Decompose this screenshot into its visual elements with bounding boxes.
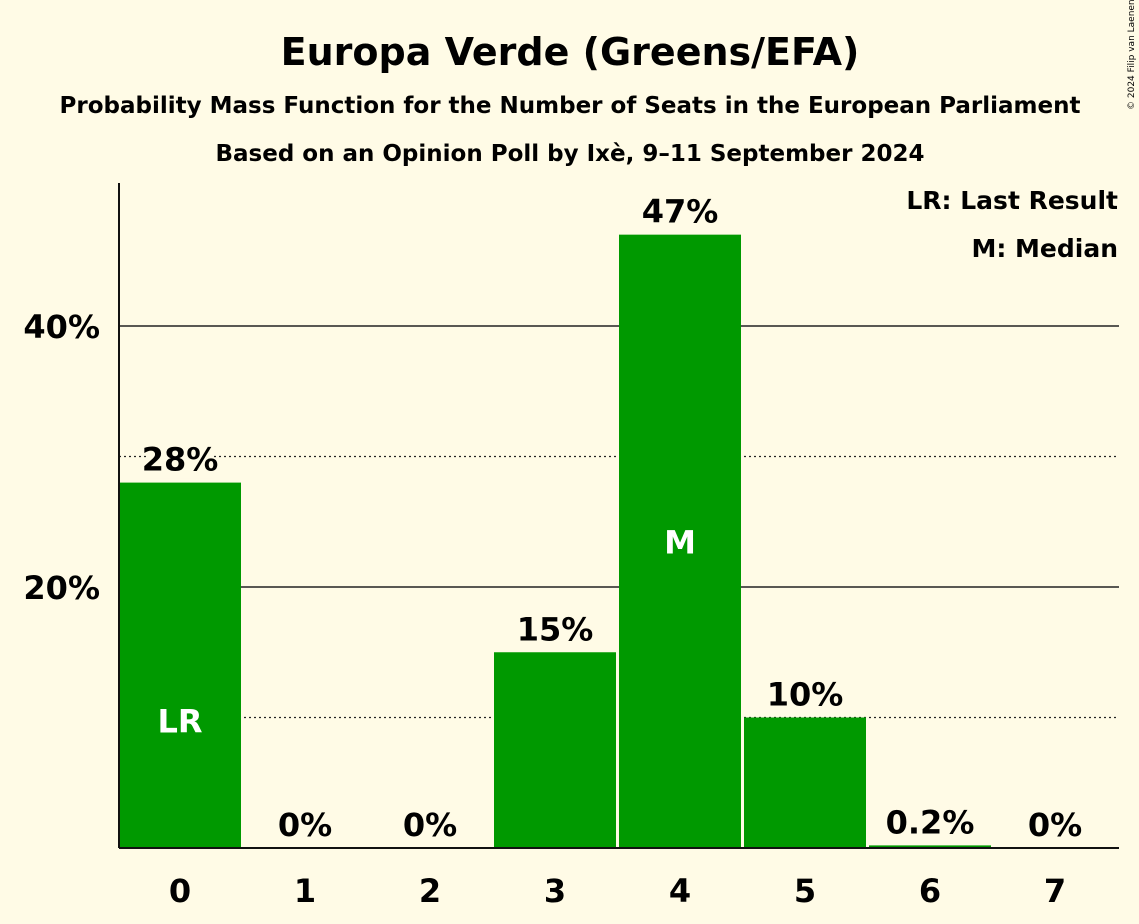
legend-entry: LR: Last Result [906,186,1118,215]
x-tick-label-0: 0 [169,872,191,910]
axes: 20% 40% 0 1 2 3 4 5 6 7 [23,183,1119,910]
value-label-bg [146,440,214,479]
legend-entry: M: Median [971,234,1118,263]
x-tick-label-2: 2 [419,872,441,910]
value-label-bg [406,806,454,844]
value-label-4: 47% [642,193,719,231]
value-label-3: 15% [517,610,594,648]
value-label-1: 0% [278,806,332,844]
bar-marker-m: M [664,523,696,561]
chart-subtitle: Probability Mass Function for the Number… [60,93,1081,119]
bar-0 [119,482,241,848]
value-label-2: 0% [403,806,457,844]
y-tick-label: 40% [23,308,100,346]
bars: LR M [119,234,991,848]
value-label-bg [646,192,714,231]
x-tick-label-1: 1 [294,872,316,910]
x-tick-label-5: 5 [794,872,816,910]
copyright-text: © 2024 Filip van Laenen [1127,0,1137,110]
chart-subtitle-2: Based on an Opinion Poll by Ixè, 9–11 Se… [215,141,924,167]
legend: LR: Last Result M: Median [906,186,1118,263]
bar-3 [494,652,616,848]
x-tick-label-4: 4 [669,872,691,910]
chart-title: Europa Verde (Greens/EFA) [281,30,860,74]
value-label-bg [886,803,974,842]
y-tick-label: 20% [23,569,100,607]
value-label-6: 0.2% [886,803,975,841]
bar-marker-lr: LR [157,702,202,740]
bar-4 [619,234,741,848]
x-tick-label-3: 3 [544,872,566,910]
bar-6 [869,845,991,848]
x-tick-label-7: 7 [1044,872,1066,910]
value-label-5: 10% [767,676,844,714]
value-label-bg [771,675,839,714]
value-label-0: 28% [142,441,219,479]
value-label-bg [1031,806,1079,844]
value-label-7: 0% [1028,806,1082,844]
bar-5 [744,717,866,848]
value-label-bg [281,806,329,844]
value-labels: 28% 0% 0% 15% 47% 10% 0.2% 0% [142,192,1082,844]
x-tick-label-6: 6 [919,872,941,910]
value-label-bg [521,610,589,649]
